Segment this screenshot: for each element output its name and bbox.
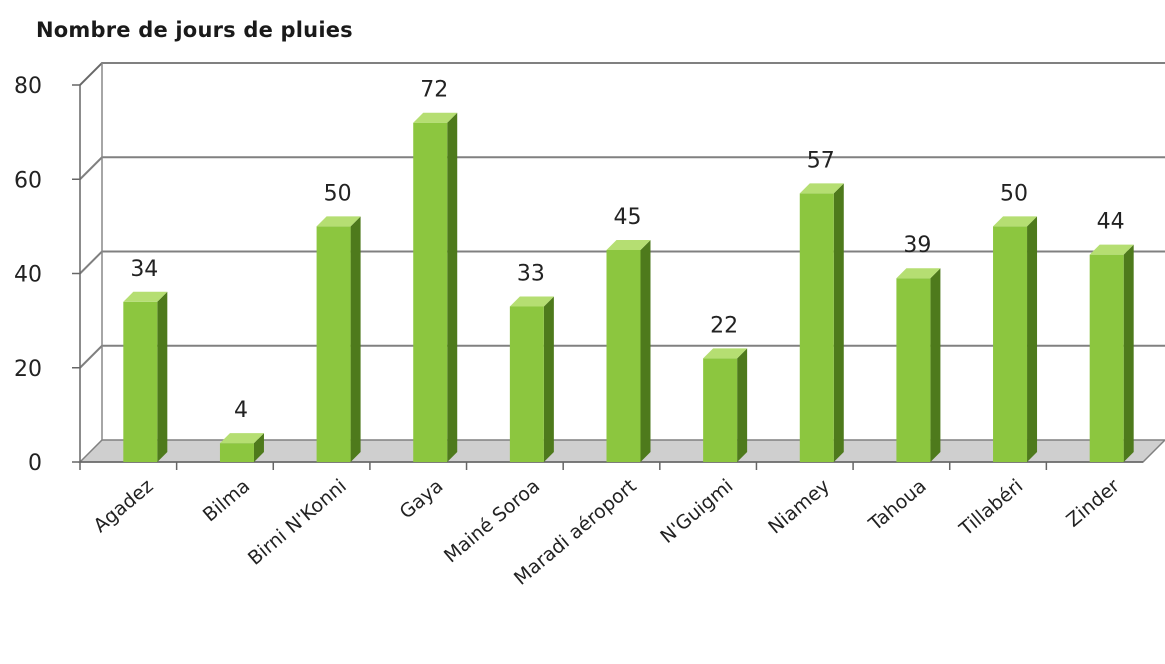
data-label: 39 bbox=[903, 233, 931, 258]
bar bbox=[703, 358, 738, 462]
x-tick-label: Tillabéri bbox=[955, 475, 1028, 541]
bar bbox=[606, 249, 641, 462]
gridline bbox=[79, 156, 1165, 180]
bar bbox=[993, 226, 1028, 462]
x-tick-label: Zinder bbox=[1062, 475, 1124, 532]
bar-side bbox=[833, 183, 844, 462]
bar-top bbox=[1089, 244, 1134, 255]
data-label: 44 bbox=[1097, 210, 1125, 235]
data-label: 72 bbox=[420, 78, 448, 103]
bar-side bbox=[253, 433, 264, 462]
bar-side bbox=[350, 216, 361, 462]
bar bbox=[316, 226, 351, 462]
data-label: 50 bbox=[1000, 181, 1028, 206]
bar-side bbox=[157, 291, 168, 462]
bar-top bbox=[799, 183, 844, 194]
x-tick-label: Niamey bbox=[764, 475, 834, 539]
chart-title: Nombre de jours de pluies bbox=[36, 18, 353, 42]
data-labels: 34 4 50 72 33 45 22 57 39 50 44 bbox=[130, 78, 1124, 423]
bar bbox=[413, 122, 448, 462]
data-label: 33 bbox=[517, 261, 545, 286]
bar-top bbox=[896, 268, 941, 279]
bar bbox=[219, 443, 254, 462]
bar bbox=[896, 278, 931, 462]
bar-side bbox=[543, 296, 554, 462]
bar-side bbox=[737, 348, 748, 462]
x-tick-label: N'Guigmi bbox=[656, 475, 737, 548]
y-axis-line bbox=[79, 62, 103, 462]
bar-top bbox=[413, 112, 458, 123]
data-label: 45 bbox=[614, 205, 642, 230]
bar-top bbox=[606, 239, 651, 250]
data-label: 22 bbox=[710, 313, 738, 338]
bar-side bbox=[1123, 244, 1134, 462]
bar bbox=[123, 301, 158, 462]
y-tick-label: 0 bbox=[28, 451, 42, 476]
bar-side bbox=[447, 112, 458, 462]
bar bbox=[799, 193, 834, 462]
gridline bbox=[79, 62, 1165, 86]
data-label: 34 bbox=[130, 257, 158, 282]
data-label: 4 bbox=[234, 398, 248, 423]
bar-side bbox=[1027, 216, 1038, 462]
x-tick-label: Bilma bbox=[199, 475, 254, 526]
bar bbox=[1089, 254, 1124, 462]
bar-top bbox=[993, 216, 1038, 227]
bar bbox=[509, 306, 544, 462]
y-tick-label: 40 bbox=[14, 263, 42, 288]
y-tick-label: 60 bbox=[14, 168, 42, 193]
data-label: 57 bbox=[807, 148, 835, 173]
x-tick-label: Gaya bbox=[396, 475, 448, 524]
bars bbox=[123, 112, 1134, 462]
bar-top bbox=[509, 296, 554, 307]
data-label: 50 bbox=[324, 181, 352, 206]
bar-top bbox=[123, 291, 168, 302]
x-tick-label: Agadez bbox=[89, 475, 157, 537]
x-tick-label: Birni N'Konni bbox=[244, 475, 351, 570]
bar-top bbox=[219, 433, 264, 444]
bar-top bbox=[703, 348, 748, 359]
axes: 0 20 40 60 80 bbox=[14, 62, 1143, 476]
y-tick-label: 20 bbox=[14, 357, 42, 382]
x-tick-label: Tahoua bbox=[864, 475, 931, 536]
bar-side bbox=[640, 239, 651, 462]
y-tick-label: 80 bbox=[14, 74, 42, 99]
bar-side bbox=[930, 268, 941, 462]
bar-top bbox=[316, 216, 361, 227]
x-tick-label: Mainé Soroa bbox=[440, 475, 544, 567]
